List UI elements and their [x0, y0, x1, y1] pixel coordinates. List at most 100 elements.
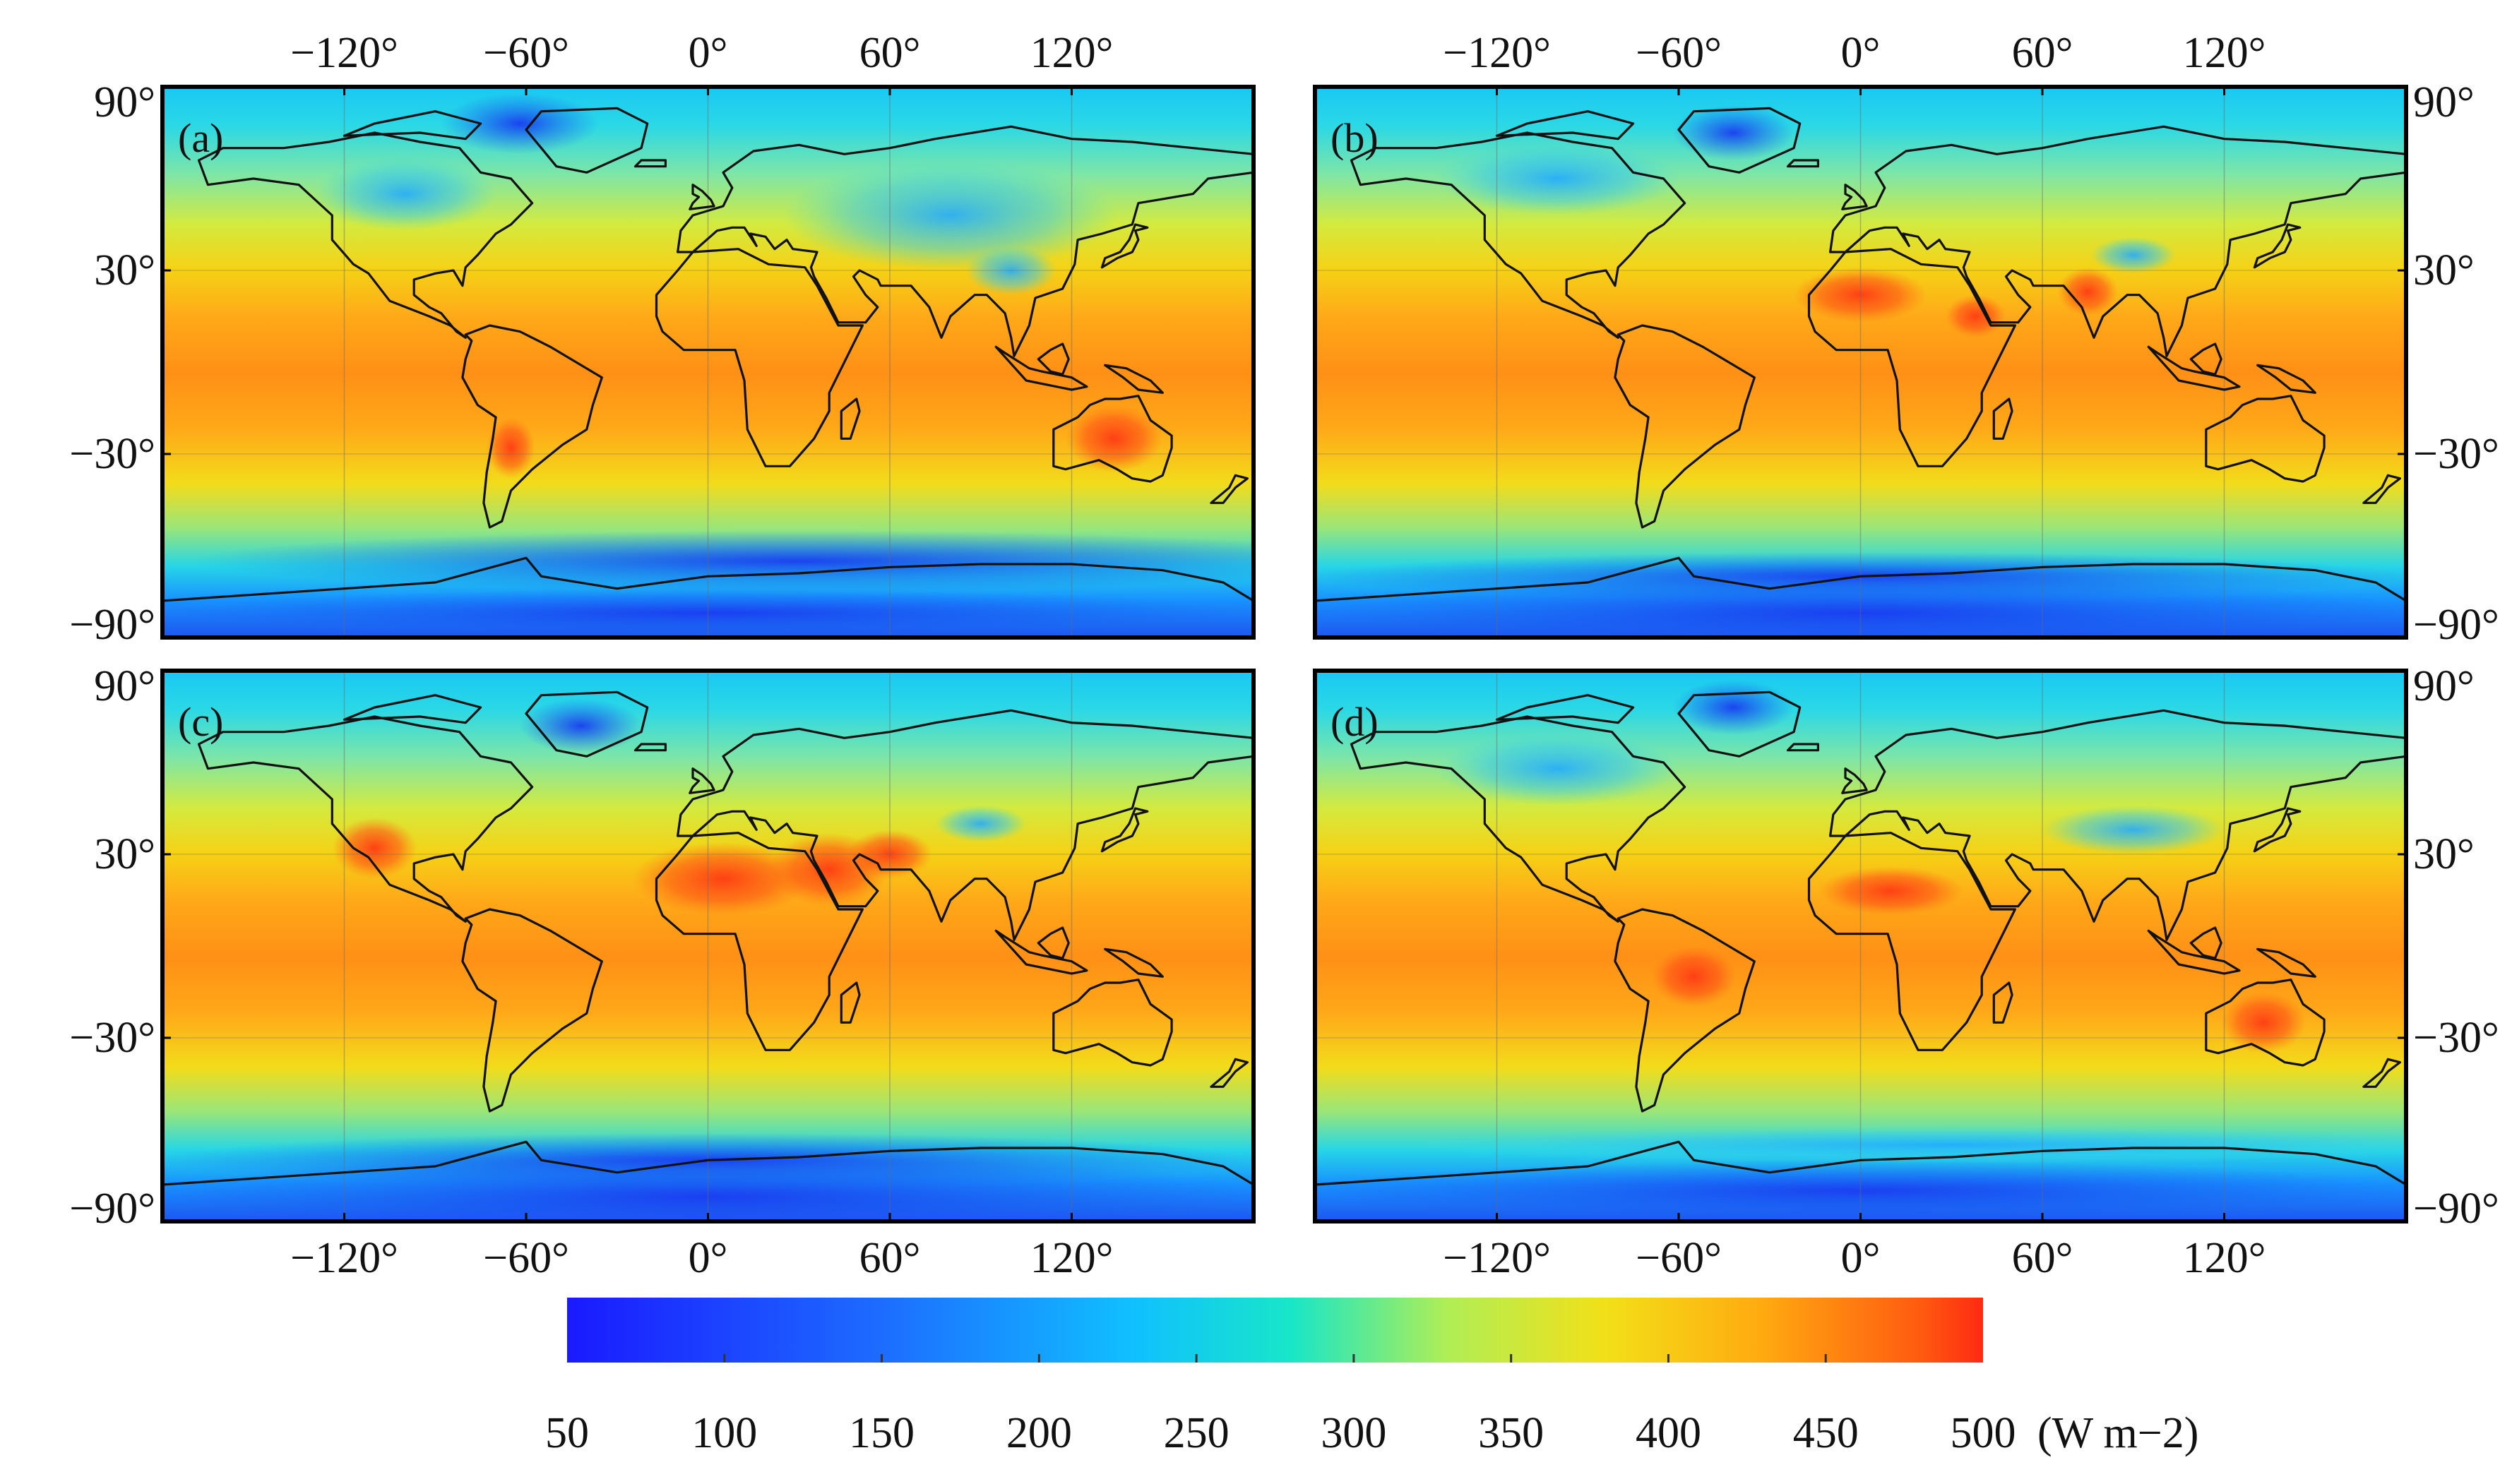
- cool-anomaly: [935, 805, 1027, 842]
- coastline-newGuinea: [1104, 947, 1164, 978]
- coastline-africa: [1807, 248, 2016, 467]
- colorbar: 50 100 150 200 250 300 350 400 450 500 (W m−2): [545, 1298, 2198, 1457]
- coastline-greenland: [1677, 690, 1802, 758]
- colorbar-tick-label: 100: [691, 1409, 757, 1457]
- hot-anomaly: [332, 818, 417, 879]
- coastline-madagascar: [1992, 981, 2013, 1024]
- hot-anomaly: [1945, 294, 2006, 338]
- coastline-newzealand: [1210, 474, 1249, 504]
- cool-anomaly: [1436, 142, 1679, 215]
- coastline-australia: [2205, 395, 2326, 483]
- lon-tick-label: 120°: [1030, 29, 1114, 77]
- lat-tick-label: 90°: [2413, 78, 2475, 126]
- coastline-antarctica: [162, 556, 1254, 638]
- lat-tick-label: 90°: [94, 78, 155, 126]
- lat-tick-label: −90°: [69, 601, 155, 649]
- coastline-antarctica: [1315, 556, 2406, 638]
- lon-tick-label: 0°: [1841, 29, 1881, 77]
- coastline-eurasia: [1829, 125, 2406, 357]
- lon-tick-label: 120°: [1030, 1234, 1114, 1282]
- map-panel-a: (a) −120° −60° 0° 60° 120° 90° 30° −30° −90°: [69, 29, 1256, 649]
- lon-tick-label: −60°: [483, 1234, 569, 1282]
- lon-tick-label: 0°: [689, 29, 728, 77]
- panel-label: (c): [178, 699, 223, 745]
- panel-label: (d): [1331, 699, 1379, 745]
- panel-label: (a): [178, 115, 223, 161]
- hot-anomaly: [847, 830, 933, 879]
- lon-tick-label: −120°: [290, 1234, 398, 1282]
- coastline-japan: [2253, 807, 2302, 853]
- lon-tick-label: −60°: [1636, 29, 1722, 77]
- lon-tick-label: −60°: [483, 29, 569, 77]
- colorbar-tick-label: 500: [1951, 1409, 2016, 1457]
- coastline-northAmerica: [197, 715, 534, 923]
- lat-tick-label: −90°: [2413, 601, 2499, 649]
- coastline-southAmerica: [461, 908, 603, 1113]
- coastline-greenland: [525, 690, 649, 758]
- coastline-antarctica: [162, 1140, 1254, 1221]
- lat-tick-label: −90°: [69, 1185, 155, 1233]
- map-panel-c: (c) −120° −60° 0° 60° 120° 90° 30° −30° −90°: [69, 662, 1256, 1282]
- coastline-arcticIslands: [1495, 110, 1635, 140]
- coastline-newzealand: [1210, 1058, 1249, 1088]
- coastline-newzealand: [2362, 474, 2401, 504]
- cool-anomaly: [1436, 731, 1679, 806]
- cool-anomaly: [314, 157, 496, 231]
- coastline-borneo: [2189, 342, 2222, 376]
- coastline-newGuinea: [2256, 947, 2316, 978]
- hot-anomaly: [1818, 866, 1964, 916]
- colorbar-tick-label: 150: [849, 1409, 915, 1457]
- coastline-northAmerica: [1350, 715, 1686, 923]
- coastline-indonesia: [2147, 929, 2241, 975]
- cool-anomaly: [965, 246, 1057, 295]
- coastline-greenland: [1677, 107, 1802, 174]
- lon-tick-label: 60°: [2012, 29, 2073, 77]
- coastline-australia: [1052, 979, 1173, 1067]
- lat-tick-label: −90°: [2413, 1185, 2499, 1233]
- lon-tick-label: 0°: [689, 1234, 728, 1282]
- polar-anomaly: [1672, 105, 1794, 160]
- colorbar-tick-label: 50: [545, 1409, 589, 1457]
- coastline-uk: [689, 767, 715, 794]
- colorbar-tick-label: 250: [1164, 1409, 1230, 1457]
- panel-label: (b): [1331, 115, 1379, 161]
- lat-tick-label: −30°: [2413, 430, 2499, 478]
- lat-tick-label: 90°: [2413, 662, 2475, 710]
- hot-anomaly: [2221, 992, 2306, 1053]
- coastline-indonesia: [994, 929, 1088, 975]
- lon-tick-label: −120°: [290, 29, 398, 77]
- hot-anomaly: [487, 417, 535, 479]
- coastline-eurasia: [677, 125, 1254, 357]
- coastline-africa: [655, 248, 864, 467]
- lat-tick-label: −30°: [69, 1014, 155, 1062]
- lon-tick-label: 60°: [859, 29, 921, 77]
- lat-tick-label: −30°: [69, 430, 155, 478]
- coastline-greenland: [525, 107, 649, 174]
- polar-anomaly: [162, 588, 1254, 638]
- cool-anomaly: [1405, 1126, 2406, 1163]
- coastline-indonesia: [994, 345, 1088, 391]
- coastline-southAmerica: [1614, 908, 1756, 1113]
- coastline-northAmerica: [197, 131, 534, 339]
- coastline-japan: [2253, 223, 2302, 269]
- coastline-borneo: [1037, 342, 1070, 376]
- lon-tick-label: −120°: [1443, 1234, 1551, 1282]
- hot-anomaly: [1794, 267, 1927, 323]
- coastline-australia: [1052, 395, 1173, 483]
- colorbar-unit-label: (W m−2): [2037, 1409, 2198, 1457]
- lat-tick-label: 30°: [94, 830, 155, 878]
- coastline-newGuinea: [1104, 364, 1164, 394]
- lon-tick-label: −120°: [1443, 29, 1551, 77]
- coastline-newzealand: [2362, 1058, 2401, 1088]
- lon-tick-label: 0°: [1841, 1234, 1881, 1282]
- colorbar-gradient: [567, 1298, 1983, 1363]
- hot-anomaly: [1651, 946, 1737, 1007]
- lon-tick-label: 120°: [2183, 29, 2266, 77]
- coastline-uk: [1841, 184, 1868, 210]
- coastline-arcticIslands: [1495, 694, 1635, 724]
- coastline-borneo: [2189, 926, 2222, 959]
- lat-tick-label: 30°: [2413, 830, 2475, 878]
- hot-anomaly: [632, 842, 814, 916]
- coastline-uk: [689, 184, 715, 210]
